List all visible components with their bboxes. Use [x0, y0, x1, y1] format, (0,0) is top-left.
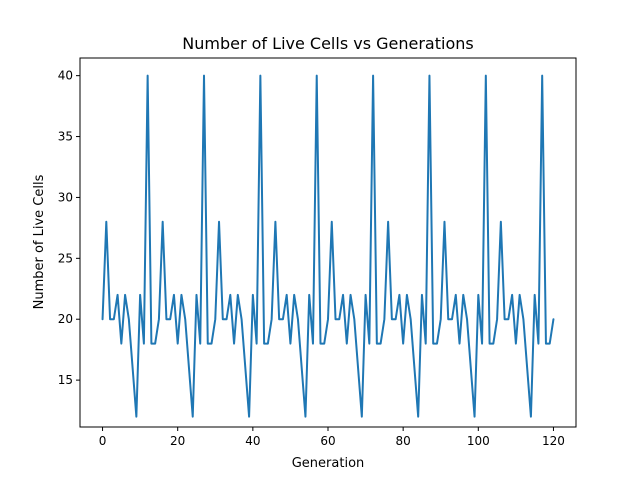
- chart-title: Number of Live Cells vs Generations: [182, 34, 473, 53]
- y-axis-label: Number of Live Cells: [32, 174, 47, 309]
- x-tick-label: 0: [99, 434, 107, 448]
- axis-ticks: 0 20 40 60 80 100 120 15 20 25 30 35 40: [58, 69, 565, 448]
- x-tick-label: 60: [320, 434, 335, 448]
- y-tick-label: 15: [58, 373, 73, 387]
- x-tick-label: 120: [542, 434, 565, 448]
- x-tick-label: 40: [245, 434, 260, 448]
- series-layer: [101, 74, 555, 418]
- x-tick-label: 80: [396, 434, 411, 448]
- x-tick-label: 20: [170, 434, 185, 448]
- y-tick-label: 40: [58, 69, 73, 83]
- series-line: [101, 74, 555, 418]
- y-tick-label: 30: [58, 190, 73, 204]
- y-tick-label: 35: [58, 130, 73, 144]
- x-tick-label: 100: [467, 434, 490, 448]
- y-tick-label: 25: [58, 251, 73, 265]
- x-axis-label: Generation: [292, 456, 365, 471]
- plot-frame: [79, 57, 577, 428]
- y-tick-label: 20: [58, 312, 73, 326]
